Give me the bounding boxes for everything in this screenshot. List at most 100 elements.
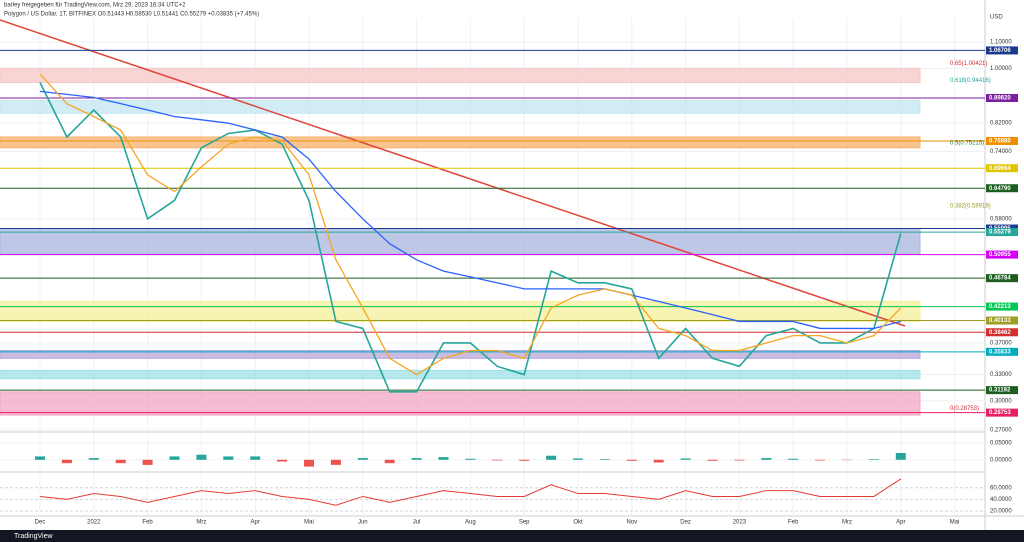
level-label-box: [986, 274, 1018, 283]
level-label: 0.69664: [989, 166, 1011, 172]
histogram-bar: [196, 454, 207, 460]
level-label: 0.28753: [989, 410, 1011, 416]
y-tick-label: 0.27000: [990, 428, 1012, 434]
x-tick-label: Okt: [573, 520, 583, 526]
zone: [0, 391, 921, 416]
zone: [0, 100, 921, 114]
fib-label: 0.65(1.00421): [950, 61, 987, 67]
y-tick-label: 1.10000: [990, 40, 1012, 46]
level-label: 0.40133: [989, 318, 1011, 324]
zone: [0, 350, 921, 359]
x-tick-label: 2022: [87, 520, 101, 526]
histogram-bar: [653, 459, 664, 463]
level-label-box: [986, 164, 1018, 173]
histogram-bar: [546, 455, 557, 460]
level-label: 0.64790: [989, 186, 1011, 192]
level-label-box: [986, 228, 1018, 237]
histogram-bar: [411, 458, 422, 460]
level-label: 1.06706: [989, 48, 1011, 54]
histogram-bar: [895, 453, 906, 460]
histogram-bar: [761, 458, 772, 460]
histogram-bar: [357, 458, 368, 460]
moving-average: [39, 73, 902, 376]
histogram-bar: [707, 459, 718, 461]
y-tick-label: 20.0000: [990, 509, 1012, 515]
header: barley freigegeben für TradingView.com, …: [4, 3, 186, 9]
y-tick-label: 40.0000: [990, 497, 1012, 503]
histogram-bar: [88, 458, 99, 460]
fib-label: 0(0.28753): [950, 406, 979, 412]
histogram-bar: [734, 459, 745, 461]
x-tick-label: Mai: [950, 520, 960, 526]
histogram-bar: [680, 458, 691, 460]
y-tick-label: 0.74000: [990, 149, 1012, 155]
histogram-bar: [169, 456, 180, 460]
histogram-bar: [438, 457, 449, 460]
y-tick-label: 0.58000: [990, 216, 1012, 222]
x-tick-label: Nov: [626, 520, 637, 526]
level-label: 0.89820: [989, 96, 1011, 102]
level-label-box: [986, 347, 1018, 356]
histogram-bar: [626, 459, 637, 461]
footer-bar: [0, 530, 1024, 542]
x-tick-label: Sep: [519, 520, 530, 526]
y-tick-label: 0.05000: [990, 440, 1012, 446]
level-label-box: [986, 408, 1018, 417]
x-tick-label: Mrz: [842, 520, 852, 526]
level-label: 0.38462: [989, 330, 1011, 336]
footer-brand: TradingView: [14, 533, 53, 540]
fib-label: 0.382(0.59919): [950, 203, 991, 209]
level-label-box: [986, 250, 1018, 259]
zone: [0, 369, 921, 380]
x-tick-label: Apr: [896, 520, 905, 526]
histogram-bar: [115, 459, 126, 464]
x-tick-label: Dez: [680, 520, 691, 526]
level-label-box: [986, 316, 1018, 325]
histogram-bar: [815, 459, 826, 461]
histogram-bar: [573, 458, 583, 460]
level-label: 0.35833: [989, 349, 1011, 355]
x-tick-label: Jul: [413, 520, 421, 526]
level-label-box: [986, 386, 1018, 395]
x-tick-label: 2023: [733, 520, 747, 526]
rsi-line: [39, 478, 902, 506]
x-tick-label: Aug: [465, 520, 476, 526]
histogram-bar: [277, 459, 288, 462]
x-tick-label: Mai: [304, 520, 314, 526]
x-tick-label: Apr: [251, 520, 260, 526]
zone: [0, 67, 921, 84]
level-label: 0.46784: [989, 276, 1011, 282]
histogram-bar: [61, 459, 72, 464]
y-tick-label: 60.0000: [990, 485, 1012, 491]
fib-label: 0.5(0.75215): [950, 141, 984, 147]
level-label: 0.31192: [989, 388, 1011, 394]
axis-title: USD: [990, 15, 1003, 21]
level-label: 0.50955: [989, 252, 1011, 258]
y-tick-label: 0.00000: [990, 457, 1012, 463]
histogram-bar: [599, 459, 610, 460]
moving-average: [39, 90, 901, 330]
y-tick-label: 0.33000: [990, 372, 1012, 378]
level-label: 0.55279: [989, 230, 1011, 236]
y-tick-label: 0.37000: [990, 341, 1012, 347]
y-tick-label: 0.30000: [990, 398, 1012, 404]
level-label-box: [986, 94, 1018, 103]
trendline: [0, 19, 906, 327]
level-label-box: [986, 136, 1018, 145]
level-label-box: [986, 328, 1018, 337]
level-label-box: [986, 46, 1018, 55]
histogram-bar: [868, 459, 879, 460]
x-tick-label: Jun: [358, 520, 368, 526]
zone: [0, 136, 921, 149]
level-label: 0.76880: [989, 139, 1011, 145]
histogram-bar: [492, 459, 503, 461]
level-label-box: [986, 302, 1018, 311]
histogram-bar: [465, 458, 476, 460]
histogram-bar: [223, 456, 234, 460]
y-tick-label: 1.00000: [990, 66, 1012, 72]
x-tick-label: Feb: [788, 520, 799, 526]
level-label-box: [986, 184, 1018, 193]
x-tick-label: Feb: [142, 520, 153, 526]
